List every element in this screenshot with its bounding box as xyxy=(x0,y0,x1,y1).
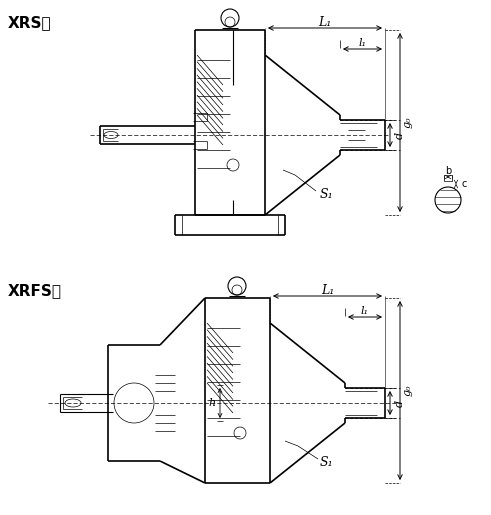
Text: XRFS型: XRFS型 xyxy=(8,283,62,298)
Text: S₁: S₁ xyxy=(320,456,333,470)
Text: L₁: L₁ xyxy=(318,15,331,28)
Text: g₀: g₀ xyxy=(403,385,413,397)
Text: l₁: l₁ xyxy=(361,306,369,316)
Bar xyxy=(444,175,452,181)
Text: g₀: g₀ xyxy=(403,117,413,128)
Text: S₁: S₁ xyxy=(320,188,333,201)
Text: L₁: L₁ xyxy=(321,283,334,297)
Text: b: b xyxy=(445,166,451,176)
Ellipse shape xyxy=(65,399,81,407)
Text: h: h xyxy=(209,398,216,408)
Text: l₁: l₁ xyxy=(358,38,366,48)
Text: XRS型: XRS型 xyxy=(8,15,52,30)
Text: c: c xyxy=(462,179,466,189)
Text: d: d xyxy=(395,400,405,406)
Text: d: d xyxy=(395,131,405,139)
